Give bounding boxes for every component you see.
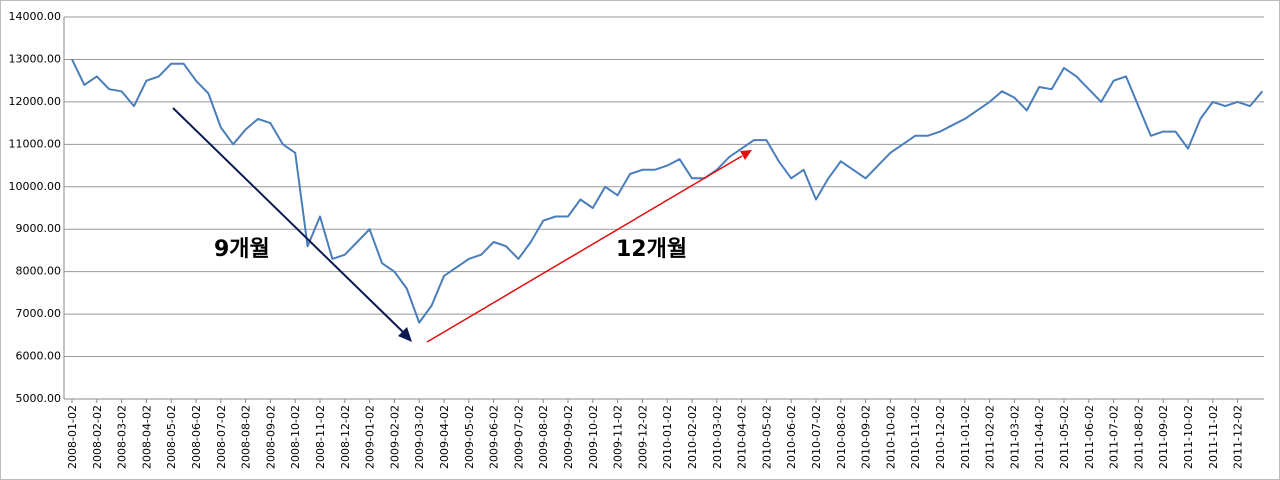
- y-tick-label: 14000.00: [9, 10, 62, 23]
- y-tick-label: 6000.00: [16, 350, 62, 363]
- x-tick-label: 2009-09-02: [562, 405, 575, 469]
- x-tick-label: 2009-04-02: [438, 405, 451, 469]
- x-tick-label: 2009-01-02: [364, 405, 377, 469]
- x-tick-label: 2008-03-02: [116, 405, 129, 469]
- y-tick-label: 8000.00: [16, 265, 62, 278]
- x-tick-label: 2010-02-02: [686, 405, 699, 469]
- x-tick-label: 2008-08-02: [240, 405, 253, 469]
- x-tick-label: 2009-08-02: [537, 405, 550, 469]
- x-tick-label: 2008-06-02: [190, 405, 203, 469]
- arrow-decline: [172, 107, 404, 333]
- x-tick-label: 2011-05-02: [1058, 405, 1071, 469]
- x-tick-label: 2009-05-02: [463, 405, 476, 469]
- arrow-head: [398, 327, 412, 342]
- x-tick-label: 2008-10-02: [289, 405, 302, 469]
- x-tick-label: 2009-03-02: [413, 405, 426, 469]
- x-tick-label: 2008-07-02: [215, 405, 228, 469]
- y-tick-label: 11000.00: [9, 137, 62, 150]
- x-tick-label: 2011-11-02: [1207, 405, 1220, 469]
- y-tick-label: 10000.00: [9, 180, 62, 193]
- x-tick-label: 2008-11-02: [314, 405, 327, 469]
- x-tick-label: 2008-12-02: [339, 405, 352, 469]
- x-tick-label: 2009-10-02: [587, 405, 600, 469]
- annotation: 9개월: [214, 237, 270, 262]
- x-tick-label: 2010-03-02: [711, 405, 724, 469]
- x-tick-label: 2008-05-02: [165, 405, 178, 469]
- x-tick-label: 2011-06-02: [1083, 405, 1096, 469]
- x-tick-label: 2010-06-02: [785, 405, 798, 469]
- line-series: [71, 58, 1264, 324]
- x-tick-label: 2011-09-02: [1157, 405, 1170, 469]
- x-tick-label: 2010-12-02: [934, 405, 947, 469]
- x-tick-label: 2008-02-02: [91, 405, 104, 469]
- x-tick-label: 2008-01-02: [66, 405, 79, 469]
- x-tick-label: 2010-01-02: [661, 405, 674, 469]
- x-tick-label: 2011-02-02: [984, 405, 997, 469]
- x-tick-label: 2010-08-02: [835, 405, 848, 469]
- annotation: 12개월: [616, 237, 687, 262]
- x-tick-label: 2008-09-02: [264, 405, 277, 469]
- x-tick-label: 2009-06-02: [488, 405, 501, 469]
- x-tick-label: 2009-02-02: [388, 405, 401, 469]
- y-tick-label: 12000.00: [9, 95, 62, 108]
- x-tick-label: 2010-11-02: [909, 405, 922, 469]
- x-tick-label: 2008-04-02: [140, 405, 153, 469]
- x-tick-label: 2010-10-02: [884, 405, 897, 469]
- x-tick-label: 2009-07-02: [512, 405, 525, 469]
- y-tick-label: 7000.00: [16, 307, 62, 320]
- x-tick-label: 2010-07-02: [810, 405, 823, 469]
- x-tick-label: 2011-08-02: [1132, 405, 1145, 469]
- arrow-recovery: [426, 155, 743, 343]
- x-tick-label: 2009-12-02: [636, 405, 649, 469]
- x-tick-label: 2011-07-02: [1108, 405, 1121, 469]
- arrow-head: [740, 150, 752, 160]
- x-tick-label: 2011-12-02: [1232, 405, 1245, 469]
- x-tick-label: 2009-11-02: [612, 405, 625, 469]
- x-tick-label: 2011-01-02: [959, 405, 972, 469]
- x-tick-label: 2010-04-02: [736, 405, 749, 469]
- x-tick-label: 2011-03-02: [1008, 405, 1021, 469]
- x-tick-label: 2010-05-02: [760, 405, 773, 469]
- x-tick-label: 2011-04-02: [1033, 405, 1046, 469]
- y-tick-label: 9000.00: [16, 222, 62, 235]
- x-tick-label: 2010-09-02: [860, 405, 873, 469]
- y-tick-label: 5000.00: [16, 392, 62, 405]
- x-tick-label: 2011-10-02: [1182, 405, 1195, 469]
- y-tick-label: 13000.00: [9, 52, 62, 65]
